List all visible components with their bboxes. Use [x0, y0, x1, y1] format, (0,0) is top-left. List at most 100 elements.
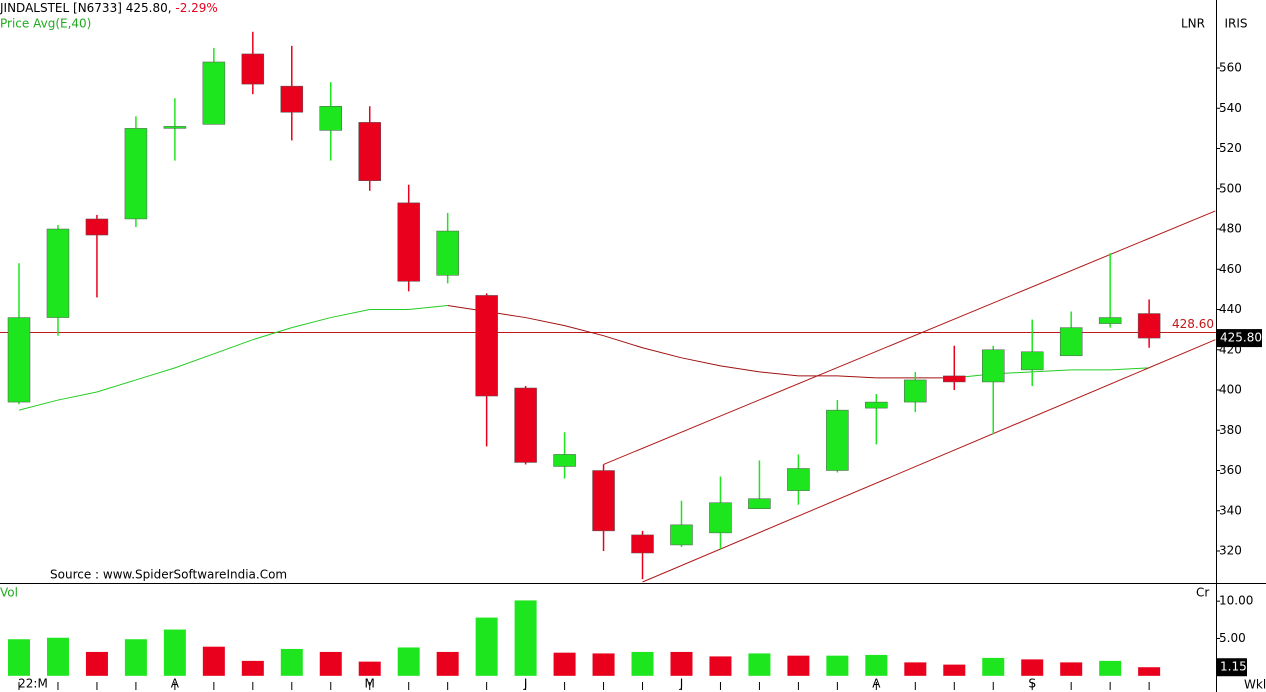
moving-average [135, 367, 176, 381]
volume-bar [475, 617, 498, 676]
candle-body [7, 317, 31, 403]
volume-bar [163, 629, 186, 676]
volume-bar [46, 637, 69, 676]
volume-tick-label: 5.00 [1219, 631, 1246, 645]
candle-body [46, 228, 70, 318]
volume-bar [241, 660, 264, 676]
x-tick-label: A [872, 677, 881, 691]
y-tick-label: 380 [1219, 423, 1242, 437]
moving-average [291, 317, 331, 329]
moving-average [213, 339, 253, 355]
volume-tick-label: 10.00 [1219, 594, 1253, 608]
volume-bar [553, 652, 576, 676]
corner-label: LNR [1181, 17, 1205, 31]
candle-body [436, 230, 459, 276]
y-tick-label: 320 [1219, 544, 1242, 558]
moving-average [252, 327, 292, 341]
candle-body [865, 401, 888, 409]
volume-bar [319, 651, 342, 676]
y-tick-label: 520 [1219, 141, 1242, 155]
volume-bar [436, 651, 459, 676]
chart-title: JINDALSTEL [N6733] 425.80, -2.29% [0, 1, 218, 15]
moving-average [1110, 367, 1150, 371]
x-tick-label: J [679, 677, 684, 691]
moving-average [1032, 369, 1072, 373]
candle-body [124, 128, 148, 220]
moving-average [18, 399, 59, 411]
moving-average [603, 335, 643, 349]
volume-bar [280, 648, 303, 676]
last-volume-tag [1217, 658, 1247, 677]
candle-body [241, 53, 265, 85]
candle-body [787, 468, 810, 491]
period-label: Wkl [1244, 678, 1266, 692]
moving-average [330, 309, 370, 319]
volume-bar [85, 651, 108, 676]
candle-body [280, 85, 304, 113]
y-tick-label: 460 [1219, 262, 1242, 276]
volume-bar [982, 657, 1005, 676]
volume-bar [1060, 662, 1083, 676]
volume-bar [358, 661, 381, 676]
volume-bar [8, 639, 30, 676]
candle-body [475, 295, 498, 397]
volume-label: Vol [0, 586, 18, 600]
x-tick-label: M [365, 677, 375, 691]
candle-body [631, 534, 654, 554]
x-tick-label: A [171, 677, 180, 691]
volume-bar [748, 653, 771, 676]
candle-body [1137, 313, 1161, 339]
volume-bar [631, 651, 654, 676]
volume-bar [124, 639, 147, 676]
moving-average [96, 379, 137, 393]
source: Source : www.SpiderSoftwareIndia.Com [50, 568, 287, 582]
volume-bar [943, 664, 966, 676]
y-tick-label: 540 [1219, 101, 1242, 115]
candle-body [514, 387, 537, 463]
moving-average [408, 304, 448, 311]
moving-average [564, 325, 604, 337]
candle-body [553, 454, 576, 467]
y-tick-label: 340 [1219, 503, 1242, 517]
channel-line [642, 339, 1216, 583]
candle-body [982, 349, 1005, 383]
candle-body [943, 375, 966, 383]
y-tick-label: 560 [1219, 61, 1242, 75]
volume-bar [787, 655, 810, 676]
candle-body [748, 498, 771, 509]
candle-body [709, 502, 732, 534]
volume-bar [865, 654, 888, 676]
moving-average [681, 357, 721, 367]
reference-label: 428.60 [1172, 317, 1214, 331]
volume-bar [904, 662, 927, 676]
candle-body [670, 524, 693, 546]
y-tick-label: 360 [1219, 463, 1242, 477]
moving-average [759, 371, 799, 377]
candle-body [163, 126, 187, 129]
corner-label: IRIS [1224, 17, 1247, 31]
candle-body [1020, 351, 1044, 371]
volume-bar [514, 600, 537, 676]
volume-bar [1138, 667, 1161, 676]
change-text: -2.29% [175, 1, 217, 15]
volume-bar [670, 651, 693, 676]
y-tick-label: 480 [1219, 222, 1242, 236]
indicator-label: Price Avg(E,40) [0, 17, 91, 31]
volume-bar [592, 653, 615, 676]
last-volume-label: 1.15 [1220, 660, 1247, 674]
channel-line [603, 210, 1216, 465]
y-tick-label: 440 [1219, 302, 1242, 316]
moving-average [525, 317, 565, 327]
candle-body [319, 106, 343, 131]
volume-bar [397, 647, 420, 676]
last-price-label: 425.80 [1220, 331, 1262, 345]
volume-bar [1099, 660, 1122, 676]
candle-body [397, 202, 420, 282]
candle-body [592, 470, 615, 532]
moving-average [57, 391, 98, 401]
x-tick-label: S [1028, 677, 1036, 691]
volume-bar [826, 655, 849, 676]
candle-body [85, 218, 109, 236]
